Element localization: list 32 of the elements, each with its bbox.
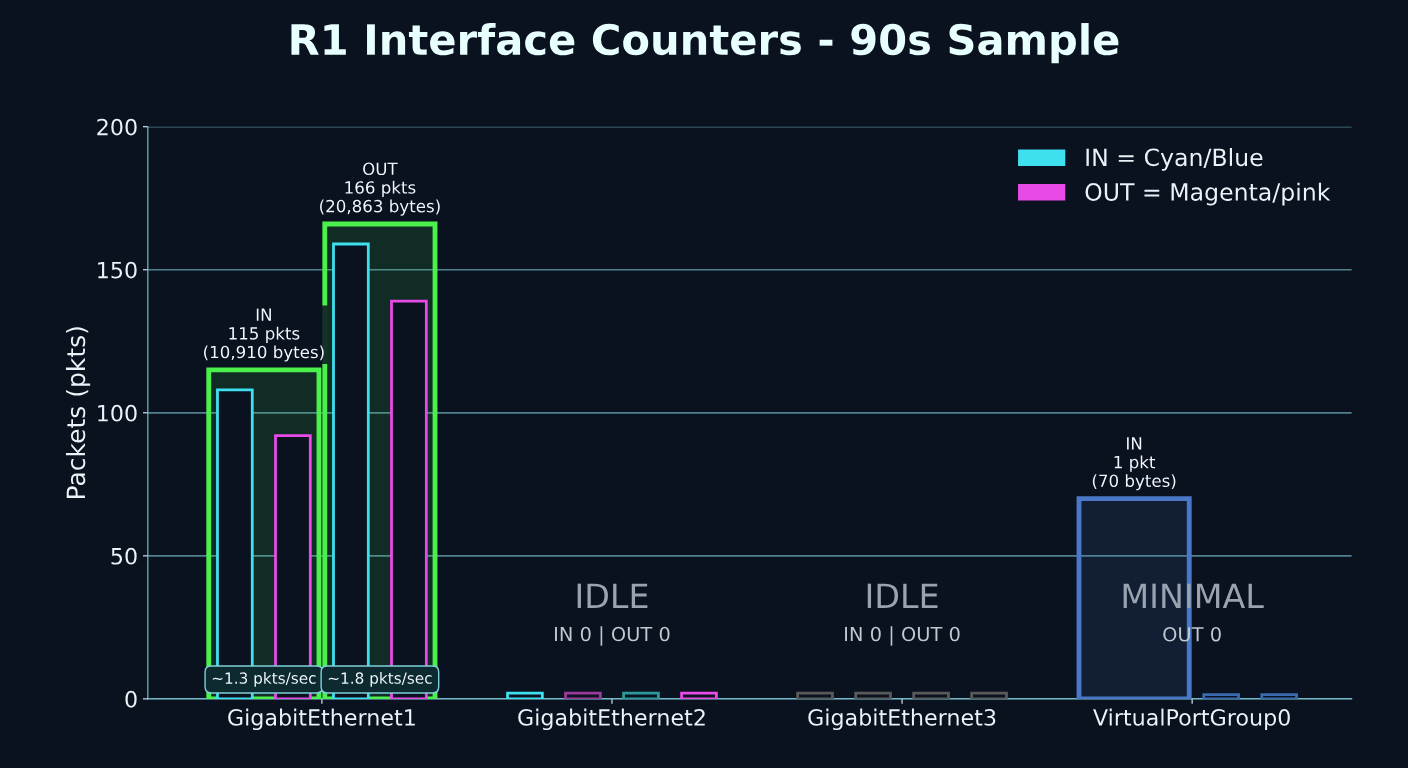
annotation: OUT 166 pkts (20,863 bytes) (320, 162, 440, 216)
x-tick-label: GigabitEthernet1 (228, 708, 415, 731)
annotation: IN 115 pkts (10,910 bytes) (204, 308, 324, 362)
legend-label: OUT = Magenta/pink (1085, 182, 1331, 206)
y-tick-label: 150 (98, 261, 137, 279)
bar (680, 691, 718, 699)
legend-label: IN = Cyan/Blue (1086, 147, 1263, 171)
x-tick-label: VirtualPortGroup0 (1093, 708, 1290, 731)
bar (1202, 693, 1240, 699)
y-tick-label: 50 (111, 547, 137, 565)
bar (796, 691, 834, 699)
chart-title: R1 Interface Counters - 90s Sample (291, 23, 1119, 64)
y-axis-title: Packets (pkts) (65, 327, 91, 499)
annotation: ~1.3 pkts/sec (212, 672, 316, 687)
bar (854, 691, 892, 699)
annotation: IDLE (867, 583, 938, 608)
x-tick-label: GigabitEthernet2 (518, 708, 705, 731)
bar (912, 691, 950, 699)
annotation: IN 1 pkt (70 bytes) (1092, 437, 1176, 491)
y-tick-label: 100 (98, 404, 137, 422)
annotation: ~1.8 pkts/sec (328, 672, 432, 687)
bar (506, 691, 544, 699)
y-tick-label: 0 (125, 690, 137, 708)
bar (1260, 693, 1298, 699)
bar (970, 691, 1008, 699)
bar (622, 691, 660, 699)
annotation: IN 0 | OUT 0 (555, 626, 670, 646)
annotation: IN 0 | OUT 0 (845, 626, 960, 646)
bar (564, 691, 602, 699)
y-tick-label: 200 (97, 118, 137, 136)
annotation: IDLE (577, 583, 648, 608)
x-tick-label: GigabitEthernet3 (808, 708, 996, 731)
